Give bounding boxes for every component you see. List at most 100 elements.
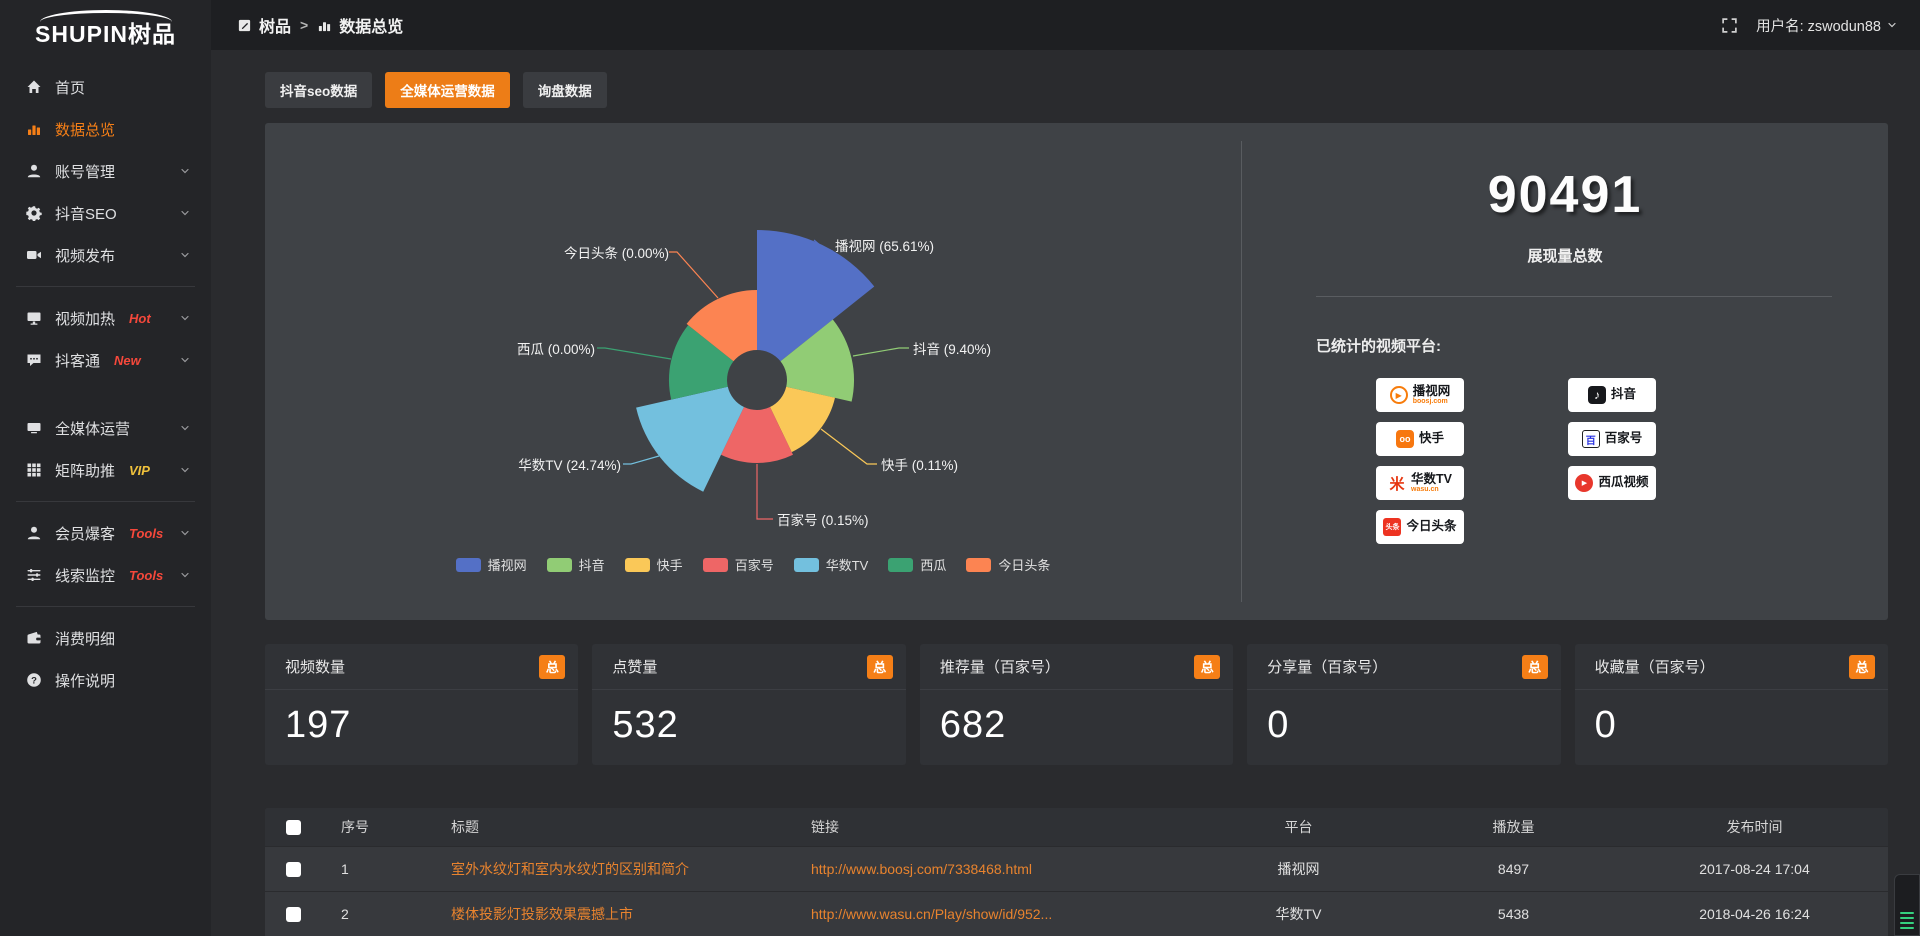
pie-slice-华数TV[interactable] <box>636 386 744 492</box>
legend-item-抖音[interactable]: 抖音 <box>546 555 605 574</box>
sidebar-item-操作说明[interactable]: ? 操作说明 <box>0 659 211 701</box>
sidebar-item-全媒体运营[interactable]: 全媒体运营 <box>0 407 211 449</box>
pie-slice-西瓜[interactable] <box>668 325 734 400</box>
legend-label: 西瓜 <box>920 558 947 573</box>
toutiao-logo: 头条 <box>1383 518 1402 536</box>
stat-card-推荐量（百家号）: 推荐量（百家号） 总 682 <box>919 644 1234 765</box>
sidebar-item-视频加热[interactable]: 视频加热 Hot <box>0 297 211 339</box>
total-badge: 总 <box>1521 654 1548 679</box>
platform-badge-今日头条: 头条 今日头条 <box>1376 510 1464 544</box>
app-logo[interactable]: SHUPIN树品 <box>0 0 211 52</box>
legend-label: 百家号 <box>734 558 774 573</box>
pie-slice-百家号[interactable] <box>721 407 793 464</box>
sidebar-nav: 首页数据总览 账号管理 抖音SEO 视频发布视频加热 Hot 抖客通 New 全媒体运营 矩阵助… <box>0 52 211 701</box>
sidebar-item-tag: Hot <box>129 310 151 326</box>
sidebar-item-账号管理[interactable]: 账号管理 <box>0 150 211 192</box>
total-badge: 总 <box>1849 654 1876 679</box>
pie-label-百家号: 百家号 (0.15%) <box>777 513 869 528</box>
table-body: 1 室外水纹灯和室内水纹灯的区别和简介 http://www.boosj.com/7… <box>265 846 1888 936</box>
sidebar-item-抖音SEO[interactable]: 抖音SEO <box>0 192 211 234</box>
svg-text:?: ? <box>31 675 37 686</box>
sidebar-item-视频发布[interactable]: 视频发布 <box>0 234 211 276</box>
sidebar-item-抖客通[interactable]: 抖客通 New <box>0 339 211 381</box>
legend-swatch <box>702 557 728 572</box>
platform-name: 百家号 <box>1604 431 1643 446</box>
legend-item-今日头条[interactable]: 今日头条 <box>966 555 1050 574</box>
platforms-counted-label: 已统计的视频平台: <box>1316 338 1441 355</box>
pie-label-line <box>756 464 773 520</box>
sidebar: SHUPIN树品 首页数据总览 账号管理 抖音SEO 视频发布视频加热 Hot 抖客通 Ne… <box>0 0 211 936</box>
xigua-logo: ▶ <box>1575 474 1594 492</box>
legend-item-华数TV[interactable]: 华数TV <box>793 555 869 574</box>
chevron-down-icon <box>181 315 189 321</box>
legend-item-播视网[interactable]: 播视网 <box>455 555 527 574</box>
chevron-down-icon <box>1888 22 1896 28</box>
legend-item-百家号[interactable]: 百家号 <box>702 555 774 574</box>
fullscreen-icon[interactable] <box>1721 17 1738 34</box>
pie-label-抖音: 抖音 (9.40%) <box>913 342 992 357</box>
stat-card-title: 收藏量（百家号） <box>1594 659 1715 676</box>
breadcrumb-current[interactable]: 数据总览 <box>317 13 403 37</box>
sidebar-item-label: 首页 <box>55 79 86 97</box>
platform-badge-快手: oo 快手 <box>1376 422 1464 456</box>
bar-chart-icon <box>28 125 40 135</box>
pie-slice-今日头条[interactable] <box>686 290 757 362</box>
user-menu[interactable]: 用户名: zswodun88 <box>1756 15 1898 36</box>
rose-chart-svg <box>597 230 909 520</box>
stat-card-title: 视频数量 <box>285 659 346 676</box>
video-url-link[interactable]: http://www.boosj.com/7338468.html <box>811 860 1033 877</box>
legend-label: 播视网 <box>487 558 527 573</box>
logo-text: SHUPIN树品 <box>35 21 176 48</box>
legend-label: 快手 <box>656 558 683 573</box>
scroll-indicator-widget[interactable] <box>1894 874 1920 936</box>
select-all-checkbox[interactable] <box>285 820 301 836</box>
total-badge: 总 <box>1194 654 1221 679</box>
wallet-icon <box>27 631 41 644</box>
stat-card-title: 点赞量 <box>612 659 658 676</box>
breadcrumb-root[interactable]: 树品 <box>237 13 291 37</box>
chart-legend: 播视网 抖音 快手 百家号 华数TV 西瓜 今日头条 <box>265 555 1241 574</box>
sliders-icon <box>27 569 41 581</box>
legend-label: 华数TV <box>825 558 869 573</box>
row-checkbox[interactable] <box>285 906 301 922</box>
sidebar-item-首页[interactable]: 首页 <box>0 66 211 108</box>
legend-item-快手[interactable]: 快手 <box>624 555 683 574</box>
tab-抖音seo数据[interactable]: 抖音seo数据 <box>265 72 373 108</box>
platform-name: 今日头条 <box>1406 519 1457 534</box>
pie-slice-抖音[interactable] <box>780 319 855 402</box>
video-title-link[interactable]: 室外水纹灯和室内水纹灯的区别和简介 <box>451 860 689 877</box>
monitor-icon <box>27 312 41 325</box>
tab-询盘数据[interactable]: 询盘数据 <box>522 72 607 108</box>
platform-name: 西瓜视频 <box>1598 475 1649 490</box>
user-icon <box>27 164 41 178</box>
kuaishou-logo: oo <box>1395 430 1414 448</box>
sidebar-item-矩阵助推[interactable]: 矩阵助推 VIP <box>0 449 211 491</box>
pie-label-西瓜: 西瓜 (0.00%) <box>516 342 595 357</box>
summary-divider <box>1316 296 1832 297</box>
sidebar-item-会员爆客[interactable]: 会员爆客 Tools <box>0 512 211 554</box>
video-title-link[interactable]: 楼体投影灯投影效果震撼上市 <box>451 905 633 922</box>
platform-badge-column: ▶ 播视网 boosj.com oo 快手米华数TV wasu.cn 头条 今日头条 <box>1376 378 1464 544</box>
sidebar-item-线索监控[interactable]: 线索监控 Tools <box>0 554 211 596</box>
breadcrumb-separator: > <box>300 17 309 33</box>
breadcrumb-root-label: 树品 <box>259 19 292 36</box>
video-url-link[interactable]: http://www.wasu.cn/Play/show/id/952... <box>811 905 1053 922</box>
question-icon: ? <box>27 673 41 687</box>
main-content: 抖音seo数据 全媒体运营数据 询盘数据 播视网 抖音 快手 百家号 华数TV 西瓜 今日头条 … <box>211 50 1920 936</box>
cell-index: 1 <box>321 846 431 892</box>
pie-slice-播视网[interactable] <box>757 230 875 362</box>
overview-panel: 播视网 抖音 快手 百家号 华数TV 西瓜 今日头条 播视网 (65.61%) 抖音 (9.4… <box>265 123 1888 620</box>
platform-name: 快手 <box>1418 431 1444 446</box>
chevron-down-icon <box>181 357 189 363</box>
sidebar-item-消费明细[interactable]: 消费明细 <box>0 617 211 659</box>
pie-slice-快手[interactable] <box>770 386 835 453</box>
row-checkbox[interactable] <box>285 861 301 877</box>
sidebar-item-数据总览[interactable]: 数据总览 <box>0 108 211 150</box>
logo-arc <box>39 10 172 22</box>
legend-swatch <box>888 557 914 572</box>
legend-item-西瓜[interactable]: 西瓜 <box>888 555 946 574</box>
tab-全媒体运营数据[interactable]: 全媒体运营数据 <box>385 72 510 108</box>
platform-badges: ▶ 播视网 boosj.com oo 快手米华数TV wasu.cn 头条 今日头条 ♪ 抖音百… <box>1376 378 1888 544</box>
pie-label-line <box>669 251 719 299</box>
video-table-wrap: 序号 标题 链接 平台 播放量 发布时间 1 室外水纹灯和室内水纹灯的区别和简介 http:/… <box>265 808 1888 936</box>
